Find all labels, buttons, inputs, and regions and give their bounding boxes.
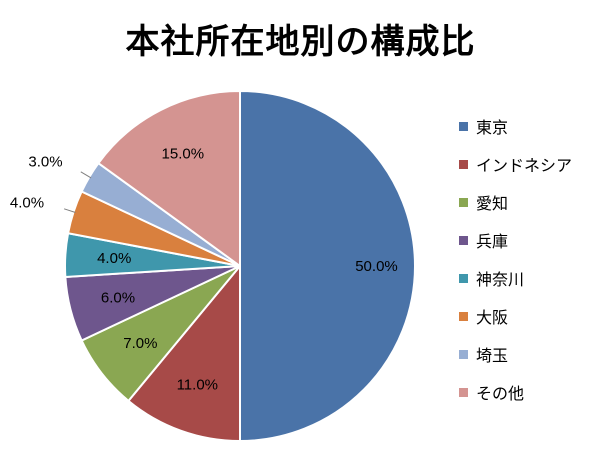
chart-title: 本社所在地別の構成比 xyxy=(125,22,476,62)
legend-swatch xyxy=(459,311,468,321)
data-label-6: 4.0% xyxy=(10,195,44,212)
legend-label: 埼玉 xyxy=(476,346,509,365)
data-label-1: 50.0% xyxy=(355,258,398,275)
data-label-3: 7.0% xyxy=(123,335,157,352)
legend-label: 神奈川 xyxy=(476,270,525,289)
legend-item-8: その他 xyxy=(459,380,524,404)
legend-item-4: 兵庫 xyxy=(459,228,508,252)
legend-swatch xyxy=(459,349,468,359)
pie-slice-2 xyxy=(127,263,241,443)
legend-swatch xyxy=(459,387,468,397)
legend-label: インドネシア xyxy=(476,156,573,175)
legend-label: その他 xyxy=(476,384,525,403)
legend-label: 東京 xyxy=(476,118,509,137)
legend-item-7: 埼玉 xyxy=(459,342,508,366)
legend-label: 兵庫 xyxy=(476,232,509,251)
legend-label: 愛知 xyxy=(476,194,509,213)
legend-item-6: 大阪 xyxy=(459,304,508,328)
legend-item-2: インドネシア xyxy=(459,152,572,176)
legend-swatch xyxy=(459,159,468,169)
legend-swatch xyxy=(459,121,468,131)
legend-item-1: 東京 xyxy=(459,114,508,138)
legend-swatch xyxy=(459,273,468,283)
legend-swatch xyxy=(459,197,468,207)
legend-item-5: 神奈川 xyxy=(459,266,524,290)
legend-label: 大阪 xyxy=(476,308,509,327)
data-label-8: 15.0% xyxy=(162,146,205,163)
pie-slice-1 xyxy=(239,89,416,443)
data-label-5: 4.0% xyxy=(97,250,131,267)
pie-slice-8 xyxy=(97,89,241,268)
legend-item-3: 愛知 xyxy=(459,190,508,214)
data-label-2: 11.0% xyxy=(177,377,218,394)
legend-swatch xyxy=(459,235,468,245)
data-label-4: 6.0% xyxy=(101,289,135,306)
data-label-7: 3.0% xyxy=(28,154,62,171)
leader-line-7 xyxy=(80,171,92,179)
leader-line-6 xyxy=(63,208,76,213)
